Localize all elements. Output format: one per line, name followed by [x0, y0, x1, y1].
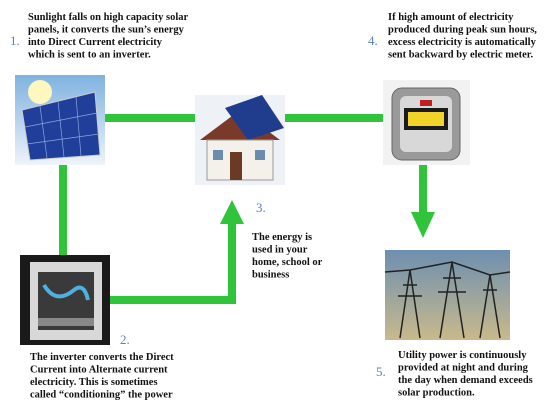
meter-image [383, 80, 470, 165]
step-text: The inverter converts the Direct [30, 352, 174, 363]
arrow-up [220, 200, 244, 224]
step-text: business [252, 270, 289, 281]
step-text: excess electricity is automatically [388, 37, 537, 48]
solar-panel-image [15, 75, 105, 165]
house-image [195, 95, 285, 185]
step-text: Current into Alternate current [30, 365, 168, 376]
step-number: 3. [256, 200, 266, 215]
step-text: solar production. [398, 388, 475, 399]
pylons-image [385, 250, 510, 340]
step-text: panels, it converts the sun’s energy [28, 25, 185, 36]
arrow-down [411, 212, 435, 238]
step-text: the day when demand exceeds [398, 375, 533, 386]
step-number: 1. [10, 33, 20, 48]
step-text: If high amount of electricity [388, 12, 514, 23]
step-text: The energy is [252, 232, 312, 243]
step-number: 2. [120, 332, 130, 347]
step-text: into Direct Current electricity [28, 37, 163, 48]
solar-diagram: 1. Sunlight falls on high capacity solar p… [0, 0, 552, 408]
step-number: 4. [368, 33, 378, 48]
step-text: provided at night and during [398, 363, 529, 374]
step-text: home, school or [252, 257, 323, 268]
step-number: 5. [376, 364, 386, 379]
step-text: electricity. This is sometimes [30, 377, 158, 388]
step-text: used in your [252, 245, 308, 256]
step-text: produced during peak sun hours, [388, 25, 537, 36]
step-text: Sunlight falls on high capacity solar [28, 12, 188, 23]
inverter-image [20, 255, 110, 345]
step-text: Utility power is continuously [398, 350, 527, 361]
step-text: sent backward by electric meter. [388, 50, 533, 61]
step-text: which is sent to an inverter. [28, 50, 151, 61]
step-text: called “conditioning” the power [30, 390, 173, 401]
